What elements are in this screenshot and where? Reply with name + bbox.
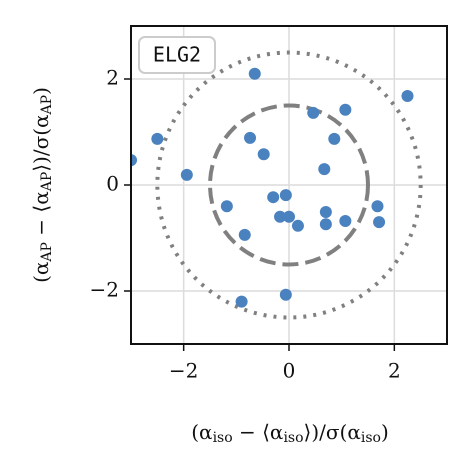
plot-area (131, 26, 447, 344)
point (401, 89, 414, 102)
point (274, 210, 287, 223)
y-tick-label: −2 (90, 278, 119, 302)
point (339, 103, 352, 116)
point (319, 218, 332, 231)
x-tick-label: 2 (388, 359, 401, 383)
y-tick-label: 0 (106, 172, 119, 196)
point (248, 67, 261, 80)
point (238, 228, 251, 241)
point (151, 132, 164, 145)
point (283, 210, 295, 223)
point (371, 200, 384, 213)
point (257, 148, 270, 161)
point (291, 219, 304, 232)
point (235, 295, 248, 308)
point (244, 131, 257, 144)
point (131, 154, 137, 167)
y-tick-label: 2 (106, 66, 119, 90)
point (373, 216, 386, 229)
x-tick-label: −2 (169, 359, 198, 383)
annotation: ELG2 (153, 43, 201, 67)
point (328, 132, 341, 145)
point (339, 215, 352, 228)
point (279, 288, 292, 301)
y-axis-label: (αAP​ − ⟨αAP​⟩)/σ(αAP​) (29, 87, 56, 283)
point (267, 191, 280, 204)
reference-circle (155, 50, 423, 320)
point (279, 189, 292, 202)
x-axis-label: (αiso​ − ⟨αiso​⟩)/σ(αiso​) (191, 420, 389, 447)
point (180, 168, 193, 181)
point (318, 163, 331, 176)
reference-circle (208, 103, 370, 267)
annotation-box (138, 36, 216, 74)
point (319, 206, 332, 219)
x-tick-label: 0 (283, 359, 296, 383)
point (220, 200, 233, 213)
point (307, 106, 320, 119)
